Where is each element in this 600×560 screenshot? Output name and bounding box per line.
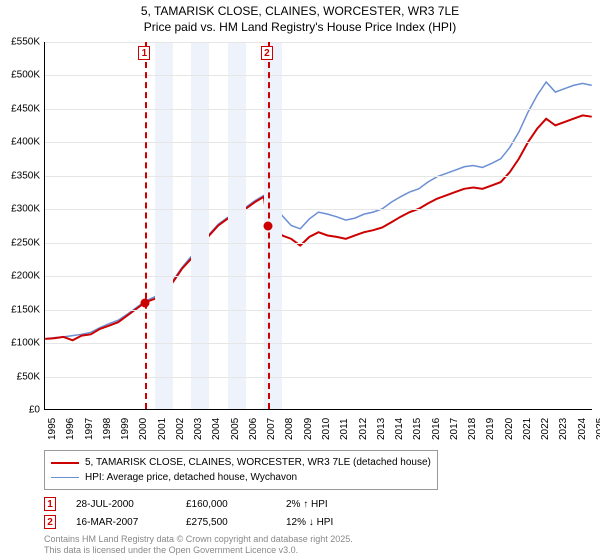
xtick-label: 2021: [522, 418, 533, 440]
gridline-h: [45, 75, 592, 76]
xtick-label: 2000: [138, 418, 149, 440]
event-marker: 1: [138, 46, 150, 60]
gridline-h: [45, 42, 592, 43]
xtick-label: 2001: [157, 418, 168, 440]
legend-label-2: HPI: Average price, detached house, Wych…: [85, 470, 297, 485]
gridline-h: [45, 142, 592, 143]
legend-swatch-2: [51, 477, 79, 478]
ytick-label: £400K: [0, 137, 40, 148]
ytick-label: £450K: [0, 103, 40, 114]
legend-label-1: 5, TAMARISK CLOSE, CLAINES, WORCESTER, W…: [85, 455, 431, 470]
xtick-label: 2019: [485, 418, 496, 440]
footer-line-1: Contains HM Land Registry data © Crown c…: [44, 534, 353, 545]
ytick-label: £200K: [0, 271, 40, 282]
event-delta-1: 2% ↑ HPI: [286, 499, 328, 510]
chart-lines: [45, 42, 592, 409]
gridline-h: [45, 109, 592, 110]
xtick-label: 2017: [449, 418, 460, 440]
events-table: 1 28-JUL-2000 £160,000 2% ↑ HPI 2 16-MAR…: [44, 495, 333, 531]
ytick-label: £250K: [0, 237, 40, 248]
ytick-label: £100K: [0, 338, 40, 349]
xtick-label: 2003: [193, 418, 204, 440]
xtick-label: 2008: [284, 418, 295, 440]
series-line: [45, 115, 592, 340]
event-point: [263, 221, 272, 230]
xtick-label: 2010: [321, 418, 332, 440]
xtick-label: 2020: [504, 418, 515, 440]
xtick-label: 2013: [376, 418, 387, 440]
xtick-label: 2022: [540, 418, 551, 440]
ytick-label: £50K: [0, 371, 40, 382]
event-price-2: £275,500: [186, 517, 266, 528]
xtick-label: 2005: [230, 418, 241, 440]
legend-row-series-2: HPI: Average price, detached house, Wych…: [51, 470, 431, 485]
xtick-label: 2016: [431, 418, 442, 440]
event-marker: 2: [261, 46, 273, 60]
shaded-band: [228, 42, 246, 409]
xtick-label: 1997: [84, 418, 95, 440]
gridline-h: [45, 176, 592, 177]
shaded-band: [191, 42, 209, 409]
xtick-label: 2004: [211, 418, 222, 440]
xtick-label: 1999: [120, 418, 131, 440]
xtick-label: 2006: [248, 418, 259, 440]
legend-swatch-1: [51, 462, 79, 464]
xtick-label: 2014: [394, 418, 405, 440]
ytick-label: £500K: [0, 70, 40, 81]
ytick-label: £350K: [0, 170, 40, 181]
ytick-label: £300K: [0, 204, 40, 215]
event-price-1: £160,000: [186, 499, 266, 510]
gridline-h: [45, 343, 592, 344]
event-delta-2: 12% ↓ HPI: [286, 517, 333, 528]
xtick-label: 2015: [412, 418, 423, 440]
event-badge-1: 1: [44, 497, 56, 511]
title-line-1: 5, TAMARISK CLOSE, CLAINES, WORCESTER, W…: [0, 4, 600, 20]
xtick-label: 2023: [558, 418, 569, 440]
ytick-label: £550K: [0, 37, 40, 48]
event-badge-2: 2: [44, 515, 56, 529]
footer: Contains HM Land Registry data © Crown c…: [44, 534, 353, 557]
xtick-label: 2009: [303, 418, 314, 440]
legend: 5, TAMARISK CLOSE, CLAINES, WORCESTER, W…: [44, 450, 438, 490]
series-line: [45, 82, 592, 339]
gridline-h: [45, 276, 592, 277]
gridline-h: [45, 243, 592, 244]
xtick-label: 2025: [595, 418, 600, 440]
xtick-label: 2012: [358, 418, 369, 440]
xtick-label: 2018: [467, 418, 478, 440]
xtick-label: 1998: [102, 418, 113, 440]
gridline-h: [45, 209, 592, 210]
chart-container: 5, TAMARISK CLOSE, CLAINES, WORCESTER, W…: [0, 0, 600, 560]
xtick-label: 2011: [339, 418, 350, 440]
xtick-label: 2024: [577, 418, 588, 440]
event-row-2: 2 16-MAR-2007 £275,500 12% ↓ HPI: [44, 513, 333, 531]
event-vline: [145, 42, 147, 409]
event-date-2: 16-MAR-2007: [76, 517, 166, 528]
ytick-label: £150K: [0, 304, 40, 315]
footer-line-2: This data is licensed under the Open Gov…: [44, 545, 353, 556]
event-row-1: 1 28-JUL-2000 £160,000 2% ↑ HPI: [44, 495, 333, 513]
event-date-1: 28-JUL-2000: [76, 499, 166, 510]
shaded-band: [155, 42, 173, 409]
event-point: [141, 298, 150, 307]
xtick-label: 1995: [47, 418, 58, 440]
gridline-h: [45, 310, 592, 311]
legend-row-series-1: 5, TAMARISK CLOSE, CLAINES, WORCESTER, W…: [51, 455, 431, 470]
chart-title: 5, TAMARISK CLOSE, CLAINES, WORCESTER, W…: [0, 0, 600, 35]
xtick-label: 1996: [65, 418, 76, 440]
gridline-h: [45, 377, 592, 378]
title-line-2: Price paid vs. HM Land Registry's House …: [0, 20, 600, 36]
plot-area: 12: [44, 42, 592, 410]
xtick-label: 2007: [266, 418, 277, 440]
xtick-label: 2002: [175, 418, 186, 440]
ytick-label: £0: [0, 405, 40, 416]
